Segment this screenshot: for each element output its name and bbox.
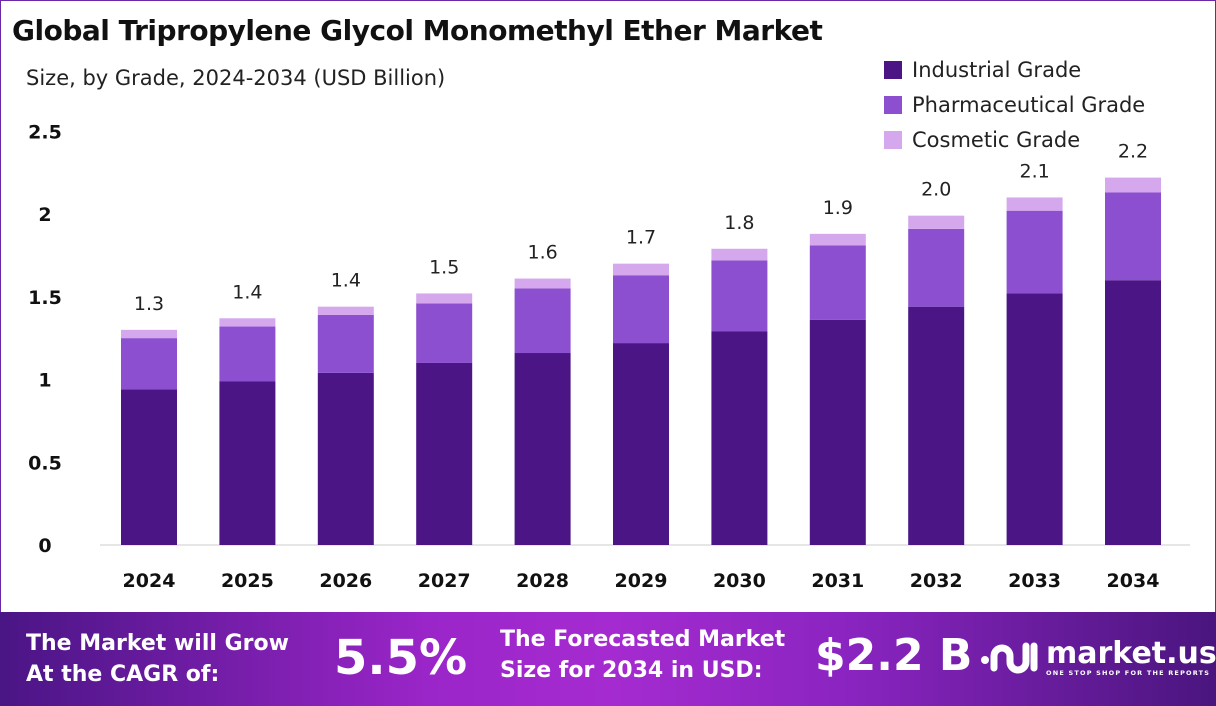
bar-total-label: 2.1 [1019, 160, 1049, 182]
bar-total-label: 1.9 [823, 197, 853, 219]
bar-segment-cosmetic-grade [908, 215, 965, 229]
bar-total-label: 1.7 [626, 227, 656, 249]
logo-icon [981, 642, 1038, 674]
logo-tagline: ONE STOP SHOP FOR THE REPORTS [1046, 669, 1211, 677]
bar-segment-industrial-grade [711, 331, 768, 545]
bar-total-label: 2.2 [1118, 141, 1148, 163]
bar-segment-pharmaceutical-grade [317, 314, 374, 373]
market-us-logo: market.us ONE STOP SHOP FOR THE REPORTS [980, 638, 1216, 678]
x-tick-label: 2031 [811, 570, 864, 592]
bar-segment-industrial-grade [514, 353, 571, 545]
bar-segment-cosmetic-grade [1105, 177, 1161, 193]
y-tick-label: 2.5 [28, 121, 62, 143]
bar-total-label: 1.8 [724, 212, 754, 234]
y-tick-label: 2 [38, 204, 51, 226]
bar-segment-pharmaceutical-grade [1105, 192, 1161, 281]
x-tick-label: 2030 [713, 570, 766, 592]
bar-segment-pharmaceutical-grade [121, 338, 177, 390]
forecast-label: The Forecasted Market Size for 2034 in US… [500, 627, 786, 683]
bar-segment-pharmaceutical-grade [219, 326, 276, 382]
cagr-value: 5.5% [334, 630, 468, 686]
logo-name: market.us [1046, 636, 1216, 671]
legend-label: Cosmetic Grade [912, 127, 1081, 152]
x-tick-label: 2026 [319, 570, 372, 592]
x-tick-label: 2025 [221, 570, 274, 592]
x-tick-label: 2034 [1107, 570, 1160, 592]
cagr-label: The Market will Grow At the CAGR of: [26, 631, 289, 687]
bar-total-label: 1.3 [134, 293, 164, 315]
y-tick-label: 0.5 [28, 452, 62, 474]
bar-segment-industrial-grade [416, 362, 473, 545]
legend-item-cosmetic: Cosmetic Grade [884, 122, 1145, 157]
bar-segment-cosmetic-grade [1006, 197, 1063, 211]
bar-total-label: 1.6 [527, 242, 557, 264]
legend-label: Pharmaceutical Grade [912, 92, 1146, 117]
bar-segment-pharmaceutical-grade [514, 288, 571, 354]
legend-item-industrial: Industrial Grade [884, 52, 1145, 87]
legend-label: Industrial Grade [912, 57, 1082, 82]
bar-segment-pharmaceutical-grade [1006, 210, 1063, 294]
y-tick-label: 1.5 [28, 287, 62, 309]
x-tick-label: 2032 [910, 570, 963, 592]
legend-item-pharmaceutical: Pharmaceutical Grade [884, 87, 1145, 122]
bar-segment-pharmaceutical-grade [416, 303, 473, 363]
x-tick-label: 2033 [1008, 570, 1061, 592]
x-tick-label: 2029 [615, 570, 668, 592]
bar-segment-industrial-grade [613, 343, 669, 545]
bar-segment-industrial-grade [809, 319, 866, 545]
y-tick-label: 0 [38, 535, 51, 557]
bar-segment-pharmaceutical-grade [908, 228, 965, 307]
footer-banner: The Market will Grow At the CAGR of: 5.5%… [0, 612, 1216, 706]
bar-segment-industrial-grade [1105, 280, 1161, 545]
bar-segment-industrial-grade [317, 372, 374, 545]
chart-subtitle: Size, by Grade, 2024-2034 (USD Billion) [26, 66, 446, 90]
bar-segment-cosmetic-grade [809, 233, 866, 246]
bar-segment-cosmetic-grade [613, 263, 669, 276]
legend: Industrial Grade Pharmaceutical Grade Co… [884, 52, 1145, 157]
bar-total-label: 2.0 [921, 179, 951, 201]
bar-total-label: 1.4 [331, 270, 361, 292]
x-tick-label: 2028 [516, 570, 569, 592]
bar-total-label: 1.5 [429, 256, 459, 278]
bar-segment-cosmetic-grade [121, 329, 177, 339]
x-tick-label: 2027 [418, 570, 471, 592]
chart-title: Global Tripropylene Glycol Monomethyl Et… [12, 14, 823, 47]
y-tick-label: 1 [38, 370, 51, 392]
bar-segment-industrial-grade [908, 306, 965, 545]
legend-swatch [884, 130, 902, 149]
bar-total-label: 1.4 [232, 281, 262, 303]
forecast-value: $2.2 B [815, 630, 973, 681]
bar-segment-pharmaceutical-grade [613, 275, 669, 344]
bar-segment-cosmetic-grade [317, 306, 374, 315]
legend-swatch [884, 95, 902, 114]
chart-plot: 0 0.5 1 1.5 2 2.5 1.3 2024 1.4 2025 1.4 2026 1.5 2027… [28, 121, 1190, 592]
bar-segment-cosmetic-grade [416, 293, 473, 304]
bar-segment-industrial-grade [219, 381, 276, 545]
bar-segment-cosmetic-grade [514, 278, 571, 289]
bar-segment-pharmaceutical-grade [809, 245, 866, 320]
bar-segment-cosmetic-grade [711, 248, 768, 261]
bar-segment-industrial-grade [121, 389, 177, 545]
bar-segment-industrial-grade [1006, 293, 1063, 545]
x-tick-label: 2024 [123, 570, 176, 592]
legend-swatch [884, 60, 902, 79]
bar-segment-cosmetic-grade [219, 318, 276, 327]
bar-segment-pharmaceutical-grade [711, 260, 768, 332]
